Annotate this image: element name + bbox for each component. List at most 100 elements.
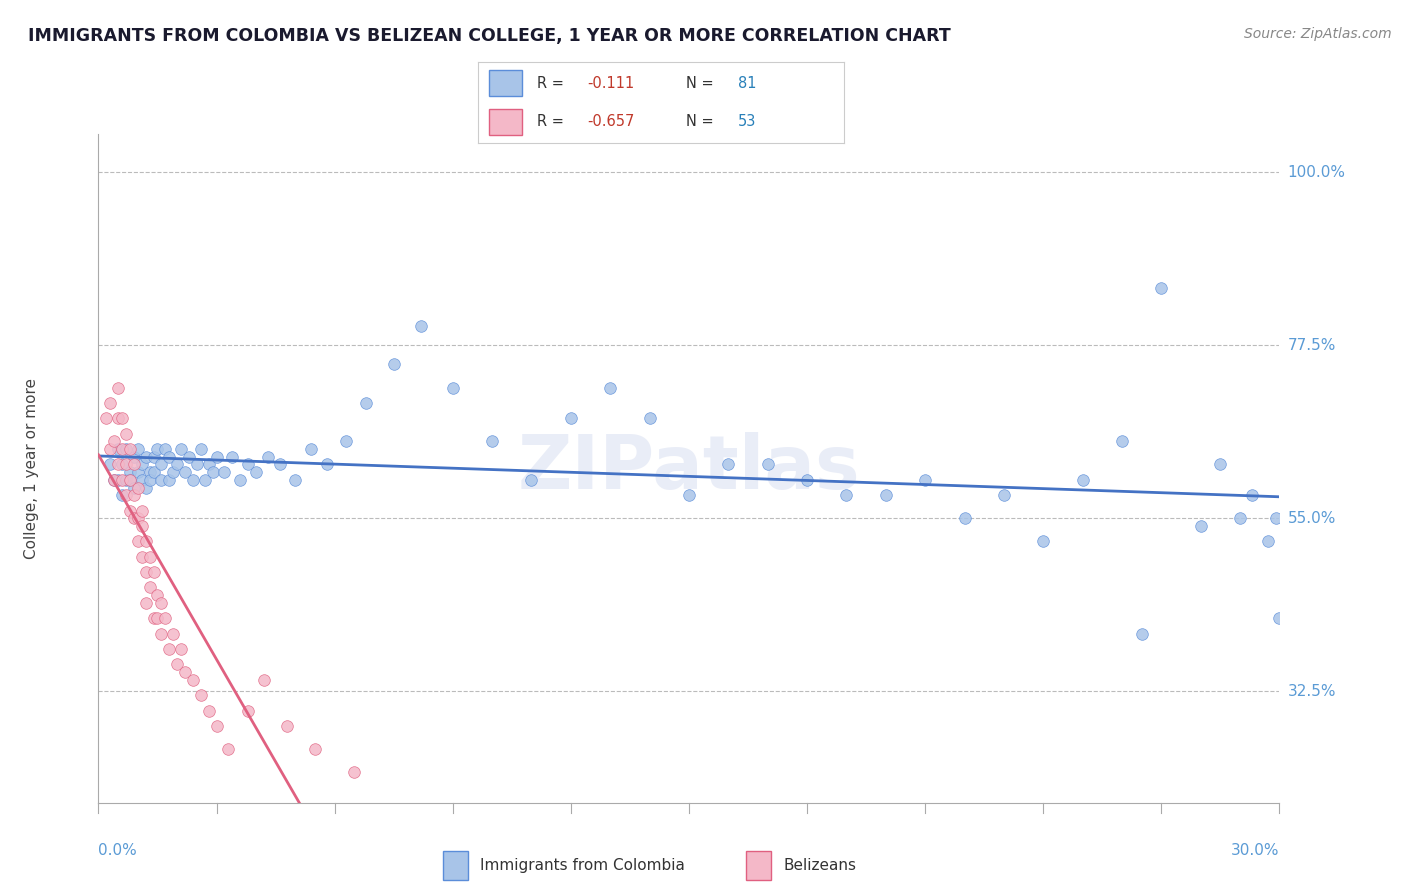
Point	[221, 450, 243, 464]
Point	[190, 442, 212, 456]
Point	[107, 380, 129, 394]
Text: N =: N =	[686, 114, 714, 129]
Point	[1032, 534, 1054, 549]
Point	[155, 442, 177, 456]
Point	[122, 458, 145, 472]
Point	[245, 465, 267, 479]
Point	[1268, 611, 1291, 625]
Point	[127, 442, 149, 456]
Point	[335, 434, 357, 449]
Text: Immigrants from Colombia: Immigrants from Colombia	[481, 858, 685, 872]
Point	[174, 465, 197, 479]
Point	[107, 411, 129, 425]
Text: Source: ZipAtlas.com: Source: ZipAtlas.com	[1244, 27, 1392, 41]
Text: -0.111: -0.111	[588, 76, 636, 91]
Point	[343, 765, 366, 780]
Point	[304, 742, 326, 756]
Point	[354, 396, 377, 410]
Point	[481, 434, 503, 449]
FancyBboxPatch shape	[489, 70, 522, 96]
Point	[135, 450, 157, 464]
Point	[118, 442, 141, 456]
Point	[138, 465, 160, 479]
Point	[127, 465, 149, 479]
Point	[115, 458, 138, 472]
Text: IMMIGRANTS FROM COLOMBIA VS BELIZEAN COLLEGE, 1 YEAR OR MORE CORRELATION CHART: IMMIGRANTS FROM COLOMBIA VS BELIZEAN COL…	[28, 27, 950, 45]
Text: R =: R =	[537, 114, 564, 129]
Text: 30.0%: 30.0%	[1232, 843, 1279, 858]
Point	[103, 473, 125, 487]
Point	[1189, 519, 1212, 533]
Point	[146, 442, 169, 456]
Point	[142, 465, 165, 479]
Point	[115, 442, 138, 456]
Point	[142, 565, 165, 579]
Point	[157, 450, 180, 464]
Point	[875, 488, 897, 502]
Point	[98, 442, 121, 456]
Point	[205, 450, 228, 464]
Point	[194, 473, 217, 487]
Point	[131, 458, 153, 472]
Point	[111, 488, 134, 502]
Point	[253, 673, 276, 687]
Point	[835, 488, 858, 502]
Text: 32.5%: 32.5%	[1288, 684, 1336, 698]
Point	[155, 611, 177, 625]
Point	[142, 611, 165, 625]
Point	[131, 503, 153, 517]
Point	[181, 473, 204, 487]
FancyBboxPatch shape	[747, 851, 770, 880]
Text: -0.657: -0.657	[588, 114, 636, 129]
Point	[177, 450, 200, 464]
Text: N =: N =	[686, 76, 714, 91]
Point	[127, 534, 149, 549]
Point	[122, 481, 145, 495]
Point	[201, 465, 224, 479]
Point	[520, 473, 543, 487]
Point	[914, 473, 936, 487]
Point	[138, 549, 160, 564]
Point	[131, 549, 153, 564]
Point	[441, 380, 464, 394]
Point	[214, 465, 236, 479]
Point	[599, 380, 621, 394]
Point	[107, 458, 129, 472]
Point	[118, 473, 141, 487]
Point	[170, 442, 193, 456]
Point	[98, 396, 121, 410]
Point	[150, 473, 173, 487]
Text: College, 1 year or more: College, 1 year or more	[24, 378, 39, 558]
Point	[1240, 488, 1263, 502]
Point	[717, 458, 740, 472]
Text: R =: R =	[537, 76, 564, 91]
Point	[560, 411, 582, 425]
Text: 77.5%: 77.5%	[1288, 338, 1336, 352]
Text: Belizeans: Belizeans	[783, 858, 856, 872]
Point	[382, 358, 405, 372]
Text: 81: 81	[738, 76, 756, 91]
Point	[103, 473, 125, 487]
Point	[197, 458, 219, 472]
Point	[135, 565, 157, 579]
Point	[122, 511, 145, 525]
Point	[1071, 473, 1094, 487]
Point	[157, 642, 180, 657]
Point	[127, 481, 149, 495]
Point	[236, 704, 259, 718]
Point	[135, 481, 157, 495]
Point	[111, 442, 134, 456]
Point	[135, 596, 157, 610]
Point	[1130, 626, 1153, 640]
Point	[1257, 534, 1279, 549]
Point	[269, 458, 291, 472]
Point	[111, 411, 134, 425]
Text: 100.0%: 100.0%	[1288, 165, 1346, 180]
Point	[299, 442, 322, 456]
Point	[1150, 280, 1173, 294]
Point	[162, 626, 184, 640]
Point	[150, 626, 173, 640]
Point	[186, 458, 208, 472]
Point	[166, 458, 188, 472]
Point	[138, 581, 160, 595]
